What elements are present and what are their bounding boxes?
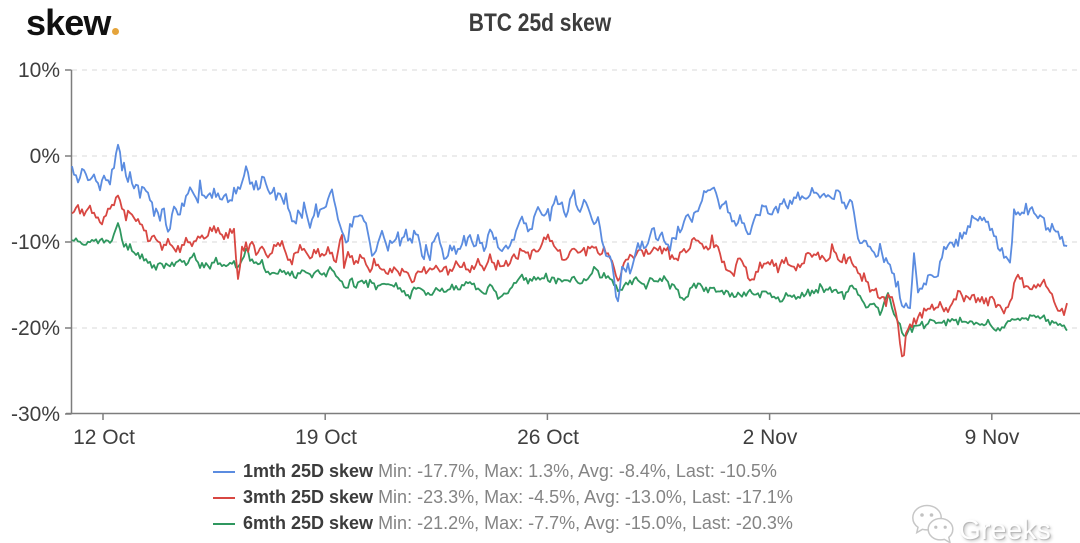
svg-text:0%: 0%	[30, 145, 60, 168]
svg-text:-30%: -30%	[11, 403, 60, 426]
svg-text:19 Oct: 19 Oct	[295, 426, 357, 449]
svg-text:10%: 10%	[18, 59, 60, 82]
svg-text:12 Oct: 12 Oct	[73, 426, 135, 449]
svg-text:-10%: -10%	[11, 231, 60, 254]
svg-text:-20%: -20%	[11, 317, 60, 340]
svg-text:9 Nov: 9 Nov	[965, 426, 1020, 449]
svg-text:26 Oct: 26 Oct	[517, 426, 579, 449]
svg-text:2 Nov: 2 Nov	[743, 426, 798, 449]
